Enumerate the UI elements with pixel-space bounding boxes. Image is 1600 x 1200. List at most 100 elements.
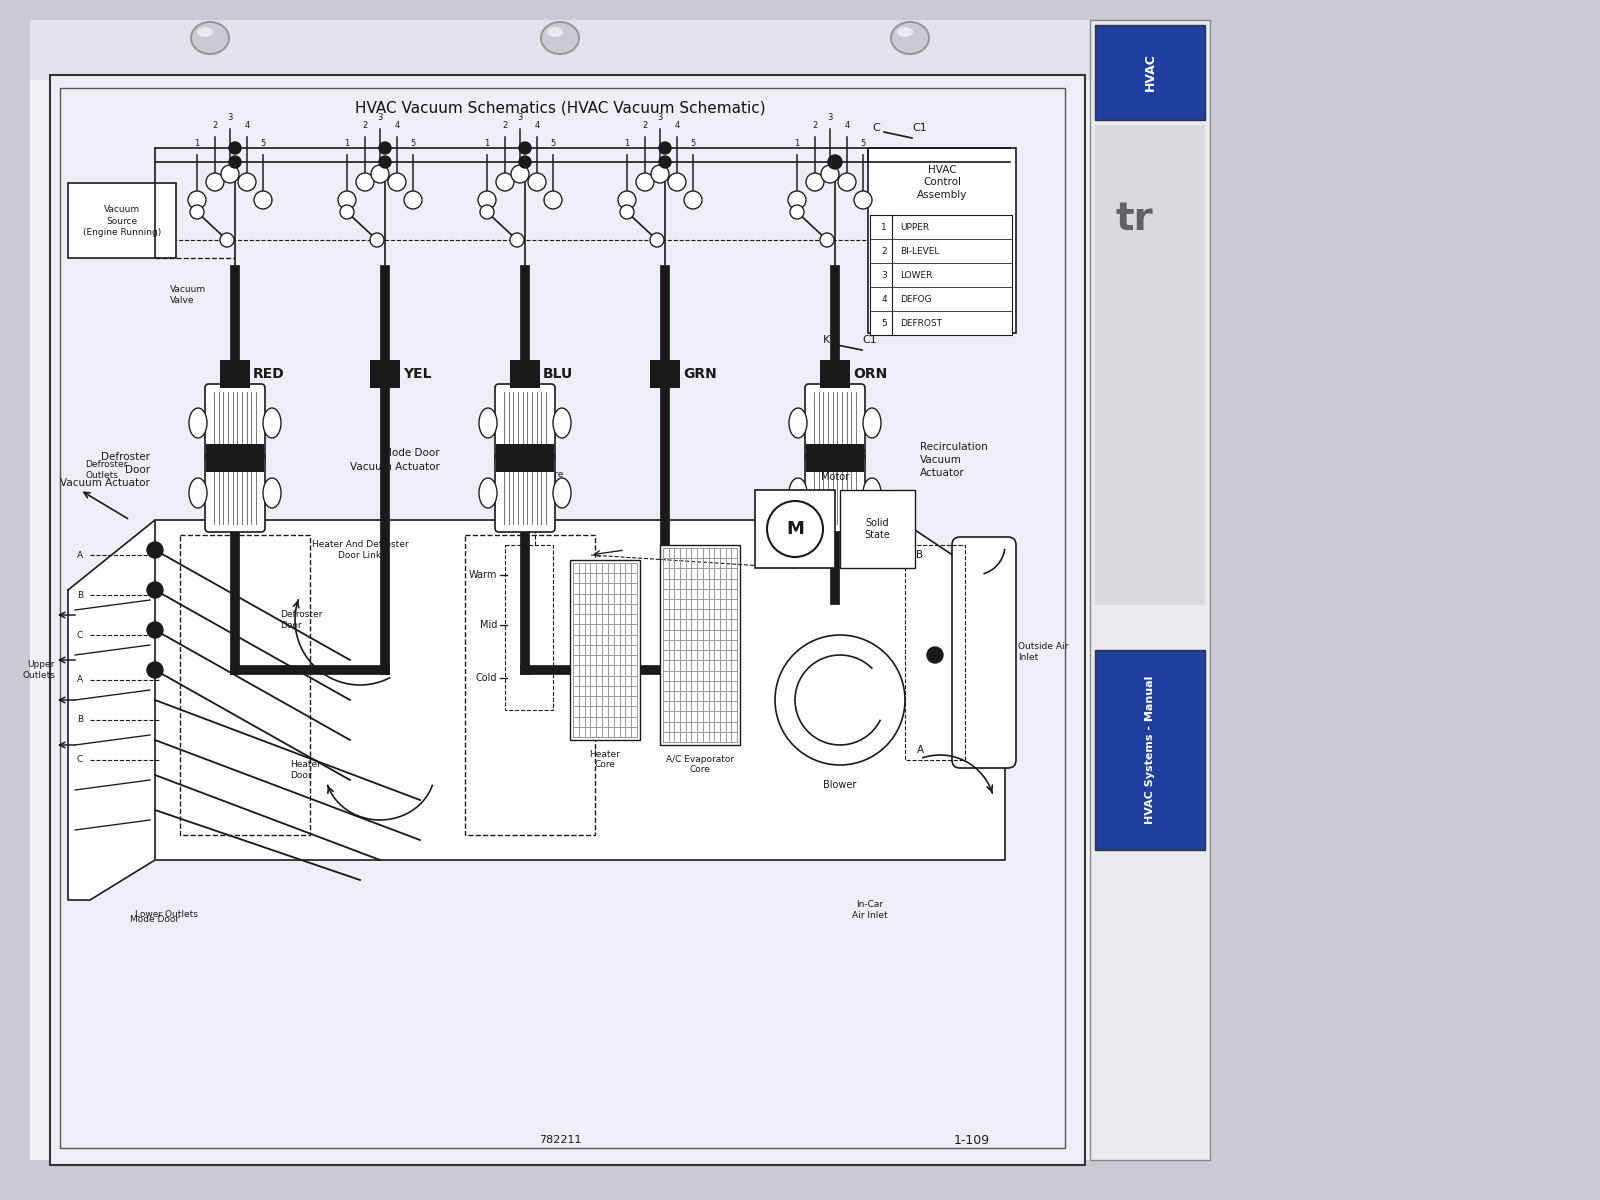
Circle shape — [766, 502, 822, 557]
Text: 1: 1 — [794, 139, 800, 148]
Text: 1-109: 1-109 — [954, 1134, 990, 1146]
Text: 4: 4 — [674, 121, 680, 130]
Text: Heater And Defroster
Door Link: Heater And Defroster Door Link — [312, 540, 408, 560]
Circle shape — [147, 662, 163, 678]
Ellipse shape — [891, 22, 930, 54]
Text: 1: 1 — [624, 139, 630, 148]
Text: 2: 2 — [642, 121, 648, 130]
Text: 782211: 782211 — [539, 1135, 581, 1145]
Circle shape — [387, 173, 406, 191]
Circle shape — [379, 142, 390, 154]
Text: Temperature
Door
Motor: Temperature Door Motor — [805, 448, 866, 482]
Text: Defroster
Outlets: Defroster Outlets — [85, 460, 128, 480]
Text: BI-LEVEL: BI-LEVEL — [899, 246, 939, 256]
Ellipse shape — [189, 478, 206, 508]
Text: 2: 2 — [813, 121, 818, 130]
Bar — [61, 88, 1066, 1148]
Bar — [1090, 20, 1210, 1160]
Text: 1: 1 — [882, 222, 886, 232]
Text: 3: 3 — [658, 113, 662, 122]
Circle shape — [819, 233, 834, 247]
Text: BLU: BLU — [542, 367, 573, 382]
Text: C: C — [77, 756, 83, 764]
Ellipse shape — [862, 408, 882, 438]
Text: 4: 4 — [845, 121, 850, 130]
Ellipse shape — [262, 408, 282, 438]
Bar — [496, 458, 554, 472]
Circle shape — [229, 142, 242, 154]
Text: 2: 2 — [213, 121, 218, 130]
Circle shape — [189, 191, 206, 209]
Bar — [870, 287, 1013, 311]
Circle shape — [496, 173, 514, 191]
Circle shape — [355, 173, 374, 191]
Circle shape — [926, 647, 942, 662]
Text: 3: 3 — [882, 270, 886, 280]
Bar — [570, 560, 640, 740]
Circle shape — [659, 156, 670, 168]
Ellipse shape — [262, 478, 282, 508]
Bar — [870, 263, 1013, 287]
FancyBboxPatch shape — [805, 454, 866, 532]
Bar — [206, 458, 264, 472]
Text: Heater
Door: Heater Door — [290, 760, 322, 780]
Circle shape — [254, 191, 272, 209]
FancyBboxPatch shape — [805, 384, 866, 462]
Bar — [819, 360, 850, 388]
Circle shape — [854, 191, 872, 209]
Bar — [870, 239, 1013, 263]
Circle shape — [669, 173, 686, 191]
Text: 5: 5 — [550, 139, 555, 148]
Bar — [661, 545, 739, 745]
Text: YEL: YEL — [403, 367, 432, 382]
FancyBboxPatch shape — [205, 384, 266, 462]
Bar — [1090, 20, 1210, 1160]
Bar — [30, 20, 1120, 1160]
Bar — [370, 360, 400, 388]
Text: Vacuum
Valve: Vacuum Valve — [170, 284, 206, 305]
Text: 4: 4 — [534, 121, 539, 130]
Ellipse shape — [898, 26, 914, 37]
Text: 3: 3 — [227, 113, 232, 122]
Text: B: B — [77, 590, 83, 600]
Circle shape — [838, 173, 856, 191]
Ellipse shape — [197, 26, 213, 37]
Bar — [650, 360, 680, 388]
Bar — [806, 458, 864, 472]
Text: Recircu-
lation
Door: Recircu- lation Door — [974, 575, 1011, 606]
Circle shape — [221, 164, 238, 182]
Bar — [506, 545, 554, 710]
Ellipse shape — [554, 478, 571, 508]
Circle shape — [659, 142, 670, 154]
Bar — [870, 311, 1013, 335]
Text: 5: 5 — [861, 139, 866, 148]
Circle shape — [147, 582, 163, 598]
Ellipse shape — [789, 478, 806, 508]
Text: RED: RED — [253, 367, 285, 382]
Circle shape — [206, 173, 224, 191]
Bar — [221, 360, 250, 388]
Text: Outside Air
Inlet: Outside Air Inlet — [1018, 642, 1069, 662]
Text: 5: 5 — [261, 139, 266, 148]
Text: 3: 3 — [378, 113, 382, 122]
Text: Mode Door: Mode Door — [130, 914, 179, 924]
Text: In-Car
Air Inlet: In-Car Air Inlet — [853, 900, 888, 920]
Text: A: A — [77, 551, 83, 559]
Text: B: B — [77, 715, 83, 725]
Circle shape — [821, 164, 838, 182]
Circle shape — [339, 205, 354, 218]
Circle shape — [403, 191, 422, 209]
Text: 4: 4 — [394, 121, 400, 130]
Bar — [1094, 25, 1205, 120]
Circle shape — [338, 191, 355, 209]
Text: GRN: GRN — [683, 367, 717, 382]
Bar — [1094, 125, 1205, 605]
Polygon shape — [90, 520, 1005, 860]
Bar — [870, 215, 1013, 239]
Circle shape — [238, 173, 256, 191]
Text: 4: 4 — [882, 294, 886, 304]
Text: Warm: Warm — [469, 570, 498, 580]
Text: Solid
State: Solid State — [864, 517, 890, 540]
Ellipse shape — [547, 26, 563, 37]
Text: LOWER: LOWER — [899, 270, 933, 280]
